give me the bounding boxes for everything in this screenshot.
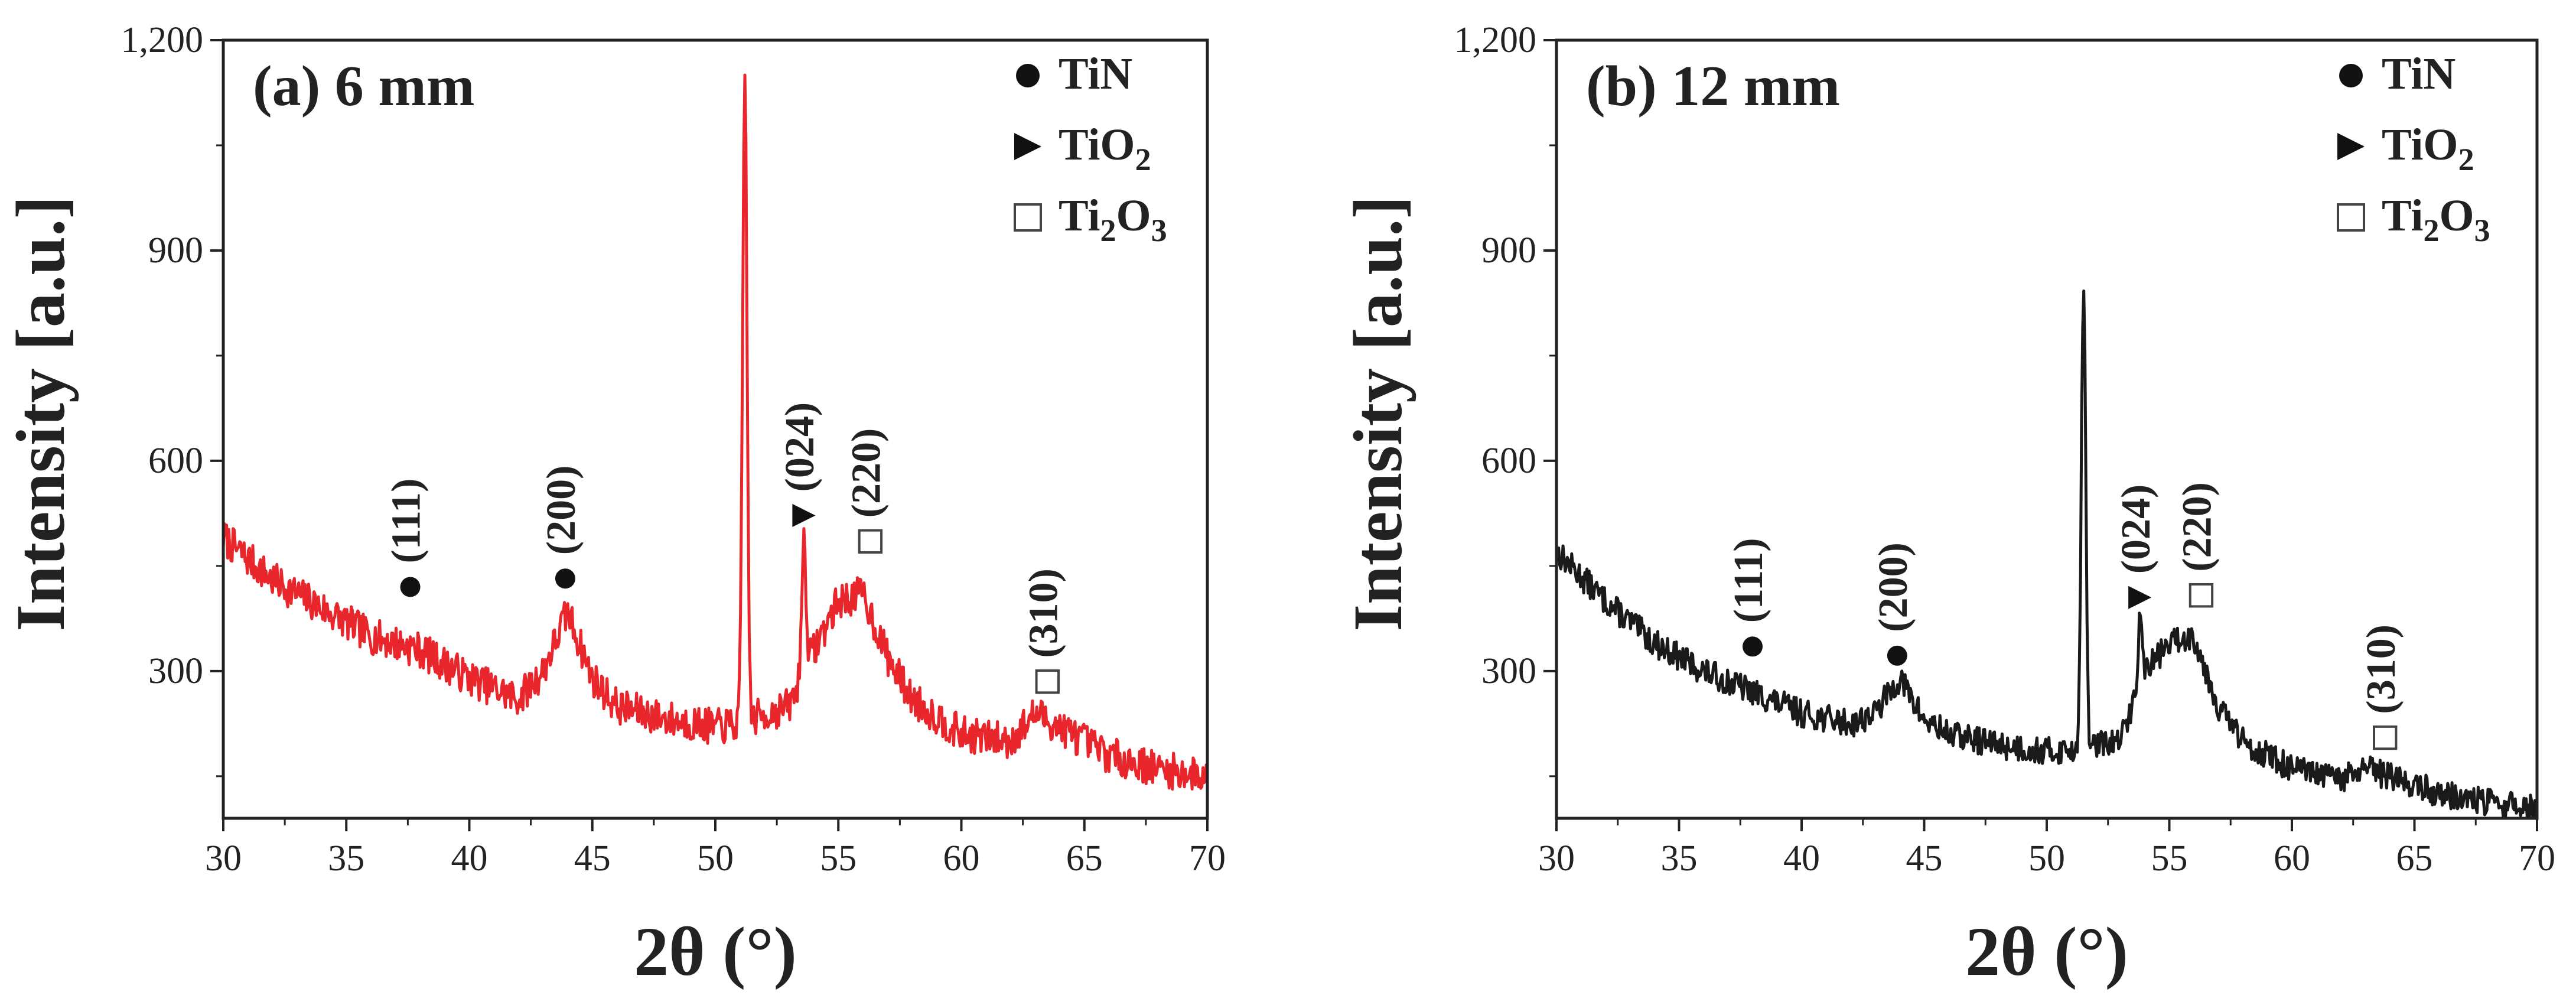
x-tick-label: 55	[820, 838, 857, 879]
peak-label: (111)	[1726, 538, 1771, 623]
legend-label: TiN	[2382, 49, 2455, 99]
legend-label: Ti2O3	[1059, 191, 1167, 248]
y-tick-label: 1,200	[121, 20, 204, 60]
peak-circle-icon	[1887, 645, 1907, 666]
peak-circle-icon	[555, 568, 575, 589]
peak-square-icon	[2373, 725, 2398, 750]
y-tick-label: 1,200	[1454, 20, 1537, 60]
peak-square-icon	[1035, 669, 1060, 694]
x-tick-label: 40	[451, 838, 488, 879]
peak-label: (220)	[844, 428, 889, 518]
peak-annotation: (200)	[539, 466, 584, 589]
x-tick-label: 45	[1906, 838, 1943, 879]
peak-label: (310)	[2359, 625, 2404, 714]
peak-label: (024)	[2113, 484, 2159, 574]
peak-annotation: (111)	[384, 479, 429, 597]
legend-square-icon	[1014, 203, 1042, 232]
x-tick-label: 55	[2151, 838, 2188, 879]
panel-b-12mm: 30 35 40 45 50 55 60 65 70 300 600 900 1,200 2θ (°) In…	[1339, 20, 2555, 990]
peak-label: (111)	[384, 479, 429, 564]
peak-annotation: (310)	[2359, 625, 2404, 750]
legend-label: TiO2	[2382, 120, 2474, 177]
peak-annotation: (200)	[1871, 542, 1916, 666]
y-tick-label: 300	[148, 651, 203, 691]
peak-circle-icon	[1743, 636, 1763, 657]
legend-circle-icon	[2339, 64, 2363, 87]
y-tick-label: 300	[1481, 651, 1536, 691]
panel-a-6mm: 30 35 40 45 50 55 60 65 70 300 600 900 1,200 2θ (°) In…	[2, 20, 1226, 990]
peak-annotation: (220)	[2175, 482, 2220, 608]
x-axis-title: 2θ (°)	[1965, 913, 2128, 990]
x-tick-label: 65	[1066, 838, 1103, 879]
legend-square-icon	[2337, 203, 2365, 232]
y-tick-label: 900	[148, 230, 203, 271]
x-tick-label: 35	[328, 838, 364, 879]
peak-label: (310)	[1021, 568, 1066, 658]
legend: TiN TiO2 Ti2O3	[1014, 49, 1167, 248]
legend-label: TiO2	[1059, 120, 1151, 177]
legend: TiN TiO2 Ti2O3	[2337, 49, 2490, 248]
x-tick-label: 40	[1783, 838, 1820, 879]
legend-label: Ti2O3	[2382, 191, 2490, 248]
peak-label: (220)	[2175, 482, 2220, 572]
x-tick-label: 35	[1661, 838, 1698, 879]
panel-label: (b) 12 mm	[1586, 54, 1840, 118]
legend-label: TiN	[1059, 49, 1132, 99]
x-axis-title: 2θ (°)	[634, 913, 797, 990]
peak-annotation: (310)	[1021, 568, 1066, 694]
peak-label: (200)	[539, 466, 584, 555]
y-tick-label: 900	[1481, 230, 1536, 271]
panel-label: (a) 6 mm	[253, 54, 475, 118]
xrd-series-line	[223, 73, 1207, 791]
x-tick-label: 50	[697, 838, 734, 879]
legend-triangle-icon	[1014, 133, 1041, 160]
y-tick-label: 600	[148, 441, 203, 481]
peak-square-icon	[858, 529, 883, 554]
x-tick-label: 50	[2028, 838, 2065, 879]
peak-square-icon	[2189, 583, 2214, 608]
y-axis-title: Intensity [a.u.]	[2, 196, 79, 632]
x-tick-label: 65	[2396, 838, 2433, 879]
peak-triangle-icon	[792, 503, 816, 527]
x-tick-label: 45	[574, 838, 611, 879]
peak-triangle-icon	[2128, 586, 2152, 609]
peak-annotation: (024)	[2113, 484, 2159, 609]
peak-circle-icon	[400, 577, 421, 597]
legend-triangle-icon	[2337, 133, 2365, 160]
x-tick-label: 70	[1189, 838, 1226, 879]
peak-label: (200)	[1871, 542, 1916, 632]
legend-circle-icon	[1016, 64, 1040, 87]
xrd-series-line	[1556, 290, 2537, 818]
x-tick-label: 60	[2274, 838, 2310, 879]
x-tick-label: 30	[1538, 838, 1575, 879]
peak-annotation: (024)	[777, 402, 823, 527]
peak-annotation: (220)	[844, 428, 889, 554]
x-tick-label: 70	[2519, 838, 2555, 879]
y-axis-title: Intensity [a.u.]	[1339, 196, 1416, 632]
peak-label: (024)	[777, 402, 823, 492]
x-tick-label: 60	[943, 838, 980, 879]
x-tick-label: 30	[205, 838, 242, 879]
y-tick-label: 600	[1481, 441, 1536, 481]
peak-annotation: (111)	[1726, 538, 1771, 657]
